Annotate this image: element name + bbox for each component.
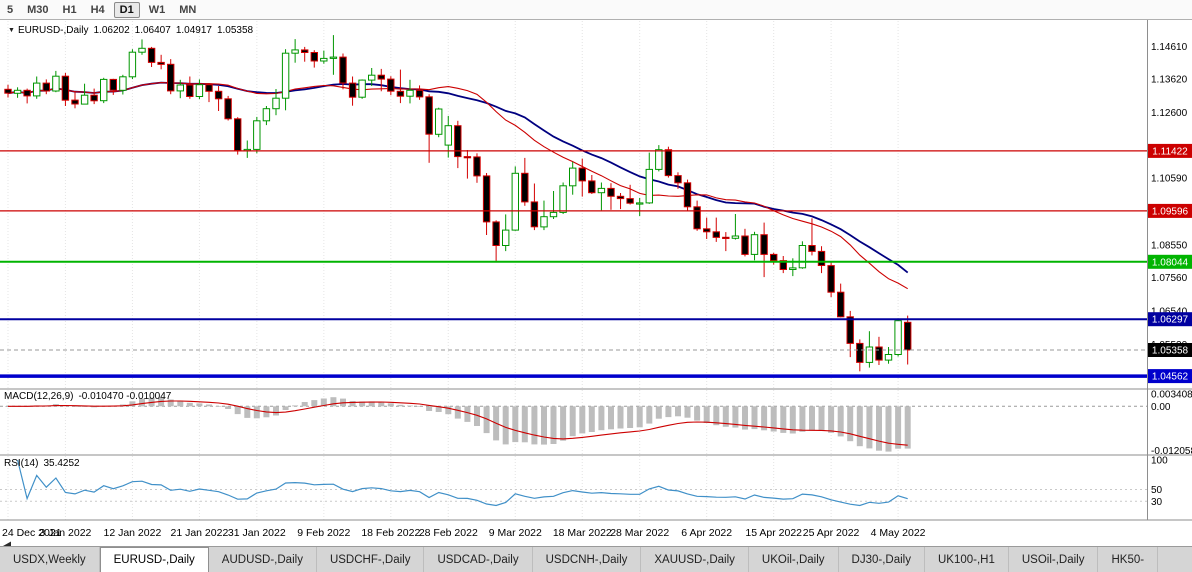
chart-symbol-label: EURUSD-,Daily	[17, 25, 89, 36]
price-tick-label: 1.07560	[1151, 273, 1188, 284]
price-tick-label: 1.10590	[1151, 174, 1188, 185]
rsi-value: 35.4252	[43, 458, 80, 469]
price-badge-1.08044	[1148, 254, 1192, 269]
candles-layer	[4, 35, 912, 372]
tab-DJ30-Daily[interactable]: DJ30-,Daily	[839, 547, 925, 572]
tab-USDX-Weekly[interactable]: USDX,Weekly	[0, 547, 100, 572]
macd-indicator-label: MACD(12,26,9) -0.010470 -0.010047	[4, 391, 171, 402]
macd-axis-label: -0.012058	[1151, 446, 1192, 457]
tab-UK100-H1[interactable]: UK100-,H1	[925, 547, 1009, 572]
macd-axis-label: 0.003408	[1151, 389, 1192, 400]
tab-USDCAD-Daily[interactable]: USDCAD-,Daily	[424, 547, 533, 572]
tab-XAUUSD-Daily[interactable]: XAUUSD-,Daily	[641, 547, 749, 572]
timeframe-button-MN[interactable]: MN	[179, 3, 197, 16]
time-axis-label: 28 Feb 2022	[419, 527, 478, 539]
price-tick-label: 1.08550	[1151, 241, 1188, 252]
ohlc-low: 1.04917	[175, 25, 212, 36]
scroll-left-icon[interactable]	[3, 541, 11, 547]
price-badge-1.11422	[1148, 143, 1192, 158]
timeframe-button-M30[interactable]: M30	[27, 3, 49, 16]
chart-menu-icon[interactable]: ▼	[8, 27, 15, 34]
moving-averages-layer	[7, 81, 909, 290]
chart-canvas[interactable]: 1.14610 1.13620 1.12600 1.10590 1.08550 1.075…	[0, 0, 1192, 546]
macd-values: -0.010470 -0.010047	[78, 391, 172, 402]
time-axis-label: 25 Apr 2022	[803, 527, 860, 539]
ma-line-21	[7, 82, 908, 290]
ohlc-open: 1.06202	[93, 25, 130, 36]
rsi-layer	[0, 459, 1147, 507]
rsi-indicator-label: RSI(14) 35.4252	[4, 458, 80, 469]
price-badge-label: 1.09596	[1152, 206, 1189, 217]
time-axis-label: 6 Apr 2022	[681, 527, 732, 539]
tab-AUDUSD-Daily[interactable]: AUDUSD-,Daily	[209, 547, 317, 572]
time-axis-label: 9 Mar 2022	[489, 527, 542, 539]
timeframe-button-H1[interactable]: H1	[62, 3, 77, 16]
rsi-name: RSI(14)	[4, 458, 39, 469]
tab-USOil-Daily[interactable]: USOil-,Daily	[1009, 547, 1099, 572]
horizontal-lines-layer	[0, 150, 1147, 378]
chart-tabs-bar: USDX,Weekly EURUSD-,Daily AUDUSD-,Daily USD…	[0, 546, 1192, 572]
time-axis-label: 9 Feb 2022	[297, 527, 350, 539]
price-badge-label: 1.05358	[1152, 346, 1189, 357]
tab-HK50-[interactable]: HK50-	[1098, 547, 1159, 572]
tab-UKOil-Daily[interactable]: UKOil-,Daily	[749, 547, 839, 572]
rsi-axis-label: 100	[1151, 456, 1168, 467]
time-axis-label: 28 Mar 2022	[610, 527, 669, 539]
price-badge-label: 1.06297	[1152, 315, 1189, 326]
time-axis-label: 3 Jan 2022	[39, 527, 91, 539]
time-axis-label: 21 Jan 2022	[170, 527, 228, 539]
price-axis[interactable]: 1.14610 1.13620 1.12600 1.10590 1.08550 1.075…	[1148, 42, 1192, 384]
macd-name: MACD(12,26,9)	[4, 391, 74, 402]
rsi-axis-label: 50	[1151, 485, 1163, 496]
timeframe-button-5[interactable]: 5	[7, 3, 14, 16]
macd-layer	[0, 397, 1147, 452]
tab-USDCNH-Daily[interactable]: USDCNH-,Daily	[533, 547, 642, 572]
time-axis-label: 18 Mar 2022	[553, 527, 612, 539]
ohlc-close: 1.05358	[216, 25, 254, 36]
tab-EURUSD-Daily[interactable]: EURUSD-,Daily	[99, 547, 209, 572]
time-axis-label: 18 Feb 2022	[361, 527, 420, 539]
time-axis-label: 4 May 2022	[871, 527, 926, 539]
price-tick-label: 1.14610	[1151, 42, 1188, 53]
grid-layer	[7, 21, 899, 520]
price-badge-1.09596	[1148, 203, 1192, 218]
ma-line-26	[7, 81, 909, 274]
timeframe-button-D1[interactable]: D1	[113, 1, 140, 18]
price-tick-label: 1.12600	[1151, 108, 1188, 119]
timeframe-button-H4[interactable]: H4	[90, 3, 105, 16]
time-axis-label: 24 Dec 2021	[2, 527, 62, 539]
price-badge-label: 1.08044	[1152, 257, 1189, 268]
price-tick-label: 1.13620	[1151, 74, 1188, 85]
chart-ohlc-header: ▼ EURUSD-,Daily 1.06202 1.06407 1.04917 1.053…	[8, 25, 253, 36]
tab-USDCHF-Daily[interactable]: USDCHF-,Daily	[317, 547, 425, 572]
time-axis-label: 15 Apr 2022	[745, 527, 802, 539]
price-badge-label: 1.04562	[1152, 372, 1189, 383]
price-badge-1.06297	[1148, 312, 1192, 327]
price-badge-label: 1.11422	[1152, 146, 1188, 157]
price-badge-1.04562	[1148, 369, 1192, 384]
rsi-line	[17, 459, 908, 507]
macd-signal-line	[8, 400, 908, 446]
price-badge-1.05358	[1148, 343, 1192, 357]
time-axis-label: 12 Jan 2022	[103, 527, 161, 539]
time-axis-label: 31 Jan 2022	[228, 527, 286, 539]
rsi-axis-label: 30	[1151, 497, 1163, 508]
timeframe-button-W1[interactable]: W1	[148, 3, 166, 16]
timeframe-toolbar: 5 M30 H1 H4 D1 W1 MN	[0, 0, 1192, 20]
ohlc-high: 1.06407	[134, 25, 171, 36]
macd-axis-label: 0.00	[1151, 402, 1171, 413]
